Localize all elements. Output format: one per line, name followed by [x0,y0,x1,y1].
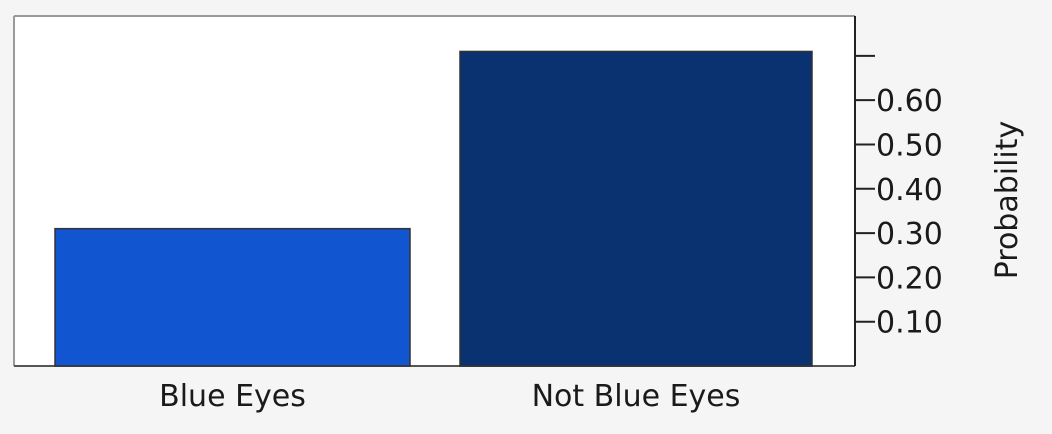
y-tick-label: 0.50 [876,128,943,163]
y-tick-label: 0.40 [876,173,943,208]
y-tick-label: 0.20 [876,261,943,296]
bar-blue-eyes [54,227,411,367]
y-tick-label: 0.60 [876,84,943,119]
bar-not-blue-eyes [459,50,813,367]
bars-group [54,50,813,367]
y-axis-title: Probability [990,121,1025,280]
y-tick-label: 0.10 [876,306,943,341]
x-labels-group: Blue Eyes Not Blue Eyes [159,379,740,414]
y-ticks-group: 0.10 0.20 0.30 0.40 0.50 0.60 [855,54,943,341]
y-tick-label: 0.30 [876,217,943,252]
x-tick-label-blue-eyes: Blue Eyes [159,379,306,414]
x-tick-label-not-blue-eyes: Not Blue Eyes [532,379,741,414]
